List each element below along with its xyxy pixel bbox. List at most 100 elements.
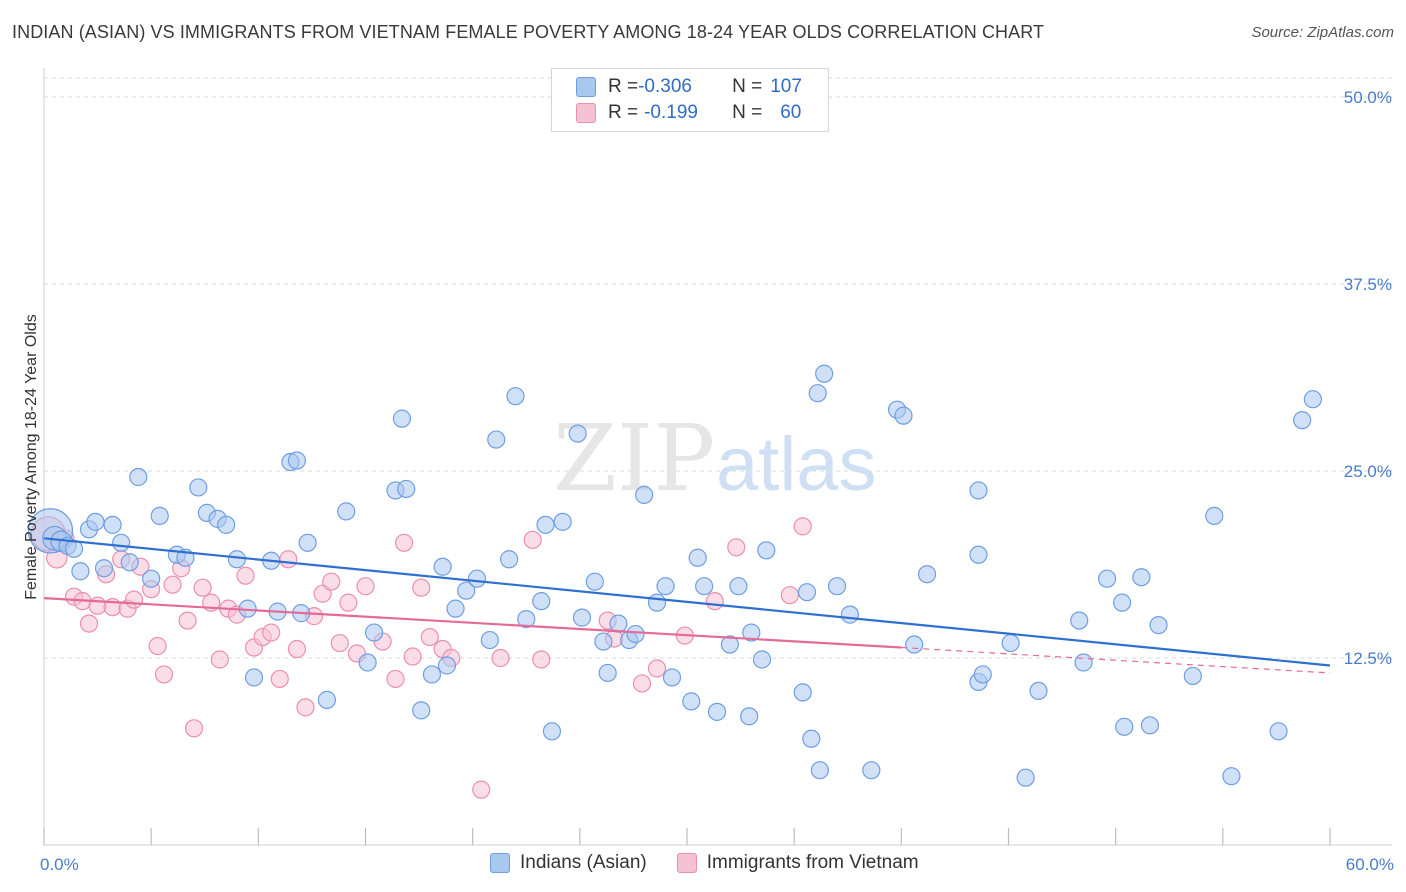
vietnam-trend-line: [43, 597, 902, 649]
indians-point: [217, 515, 236, 534]
legend-n-value: 60: [780, 102, 802, 123]
indians-point: [1222, 767, 1241, 786]
vietnam-point: [193, 578, 212, 597]
vietnam-point: [148, 636, 167, 656]
indians-point: [227, 550, 246, 569]
indians-point: [647, 593, 667, 612]
y-tick-label: 37.5%: [1344, 275, 1392, 294]
vietnam-point: [178, 611, 197, 630]
indians-point: [536, 515, 555, 534]
indians-point: [707, 702, 727, 721]
series-swatch-pink: [676, 853, 697, 873]
vietnam-point: [356, 577, 375, 596]
vietnam-trend-extension: [901, 646, 1331, 674]
indians-point: [1097, 569, 1117, 588]
vietnam-point: [330, 633, 349, 653]
indians-point: [682, 692, 701, 711]
legend-n-label: N =: [732, 102, 763, 123]
indians-point: [656, 577, 675, 596]
indians-point: [740, 707, 759, 726]
indians-point: [553, 512, 572, 531]
indians-point: [1269, 722, 1288, 741]
stats-legend: R = -0.306 N = 107 R = -0.199 N = 60: [551, 68, 829, 132]
watermark-atlas: atlas: [716, 422, 877, 507]
vietnam-point: [184, 719, 204, 738]
indians-point: [142, 569, 161, 588]
indians-point: [358, 653, 377, 672]
indians-point: [802, 729, 821, 748]
vietnam-point: [472, 780, 491, 799]
indians-point: [688, 548, 707, 567]
legend-r-value: -0.199: [644, 102, 698, 123]
indians-point: [969, 545, 988, 564]
indians-point: [129, 467, 148, 487]
series-legend: Indians (Asian) Immigrants from Vietnam: [490, 852, 949, 874]
indians-point: [626, 624, 645, 644]
indians-point: [862, 761, 881, 780]
watermark: ZIP atlas: [553, 405, 877, 512]
indians-trend-line: [43, 537, 1331, 667]
indians-point: [1132, 568, 1151, 587]
x-tick-label: 60.0%: [1346, 855, 1394, 874]
vietnam-point: [491, 648, 510, 668]
vietnam-point: [705, 592, 724, 611]
indians-point: [1205, 506, 1224, 525]
indians-point: [720, 635, 739, 654]
vietnam-point: [403, 647, 422, 666]
indians-point: [752, 650, 772, 669]
legend-r-label: R =: [608, 76, 639, 97]
y-tick-label: 25.0%: [1344, 462, 1392, 481]
legend-r-value: -0.306: [638, 76, 692, 97]
indians-point: [412, 701, 431, 720]
indians-point: [1016, 768, 1035, 787]
indians-point: [437, 656, 457, 675]
indians-point: [1183, 666, 1202, 686]
y-axis-label: Female Poverty Among 18-24 Year Olds: [23, 314, 40, 600]
indians-point: [337, 502, 356, 521]
indians-point: [1149, 615, 1168, 635]
indians-point: [150, 506, 169, 525]
indians-point: [695, 577, 714, 596]
indians-point: [1074, 653, 1093, 672]
indians-point: [120, 553, 139, 572]
indians-point: [542, 722, 562, 741]
indians-point: [840, 605, 859, 624]
indians-point: [917, 565, 937, 584]
indians-point: [905, 635, 924, 654]
indians-point: [594, 632, 613, 651]
vietnam-point: [420, 627, 439, 647]
indians-point: [1140, 716, 1160, 735]
indians-point: [287, 451, 307, 470]
indians-point: [894, 406, 913, 425]
vietnam-point: [270, 669, 289, 689]
vietnam-point: [88, 596, 107, 615]
series-legend-label: Immigrants from Vietnam: [706, 852, 919, 873]
vietnam-point: [647, 659, 667, 678]
indians-point: [609, 614, 628, 633]
indians-point: [298, 533, 317, 552]
legend-n-value: 107: [770, 76, 802, 97]
indians-point: [392, 409, 412, 428]
indians-point: [1293, 411, 1312, 430]
legend-n-label: N =: [732, 76, 763, 97]
vietnam-point: [210, 650, 229, 669]
y-tick-label: 12.5%: [1344, 649, 1392, 668]
series-legend-indians: Indians (Asian): [490, 852, 647, 874]
vietnam-point: [412, 578, 431, 597]
chart-title: INDIAN (ASIAN) VS IMMIGRANTS FROM VIETNA…: [12, 22, 1045, 42]
vietnam-point: [262, 623, 281, 642]
legend-swatch-pink: [576, 103, 596, 123]
vietnam-point: [296, 698, 315, 717]
indians-point: [94, 559, 114, 578]
x-tick-label: 0.0%: [40, 855, 79, 874]
legend-row-indians: R = -0.306 N = 107: [576, 75, 802, 99]
series-legend-label: Indians (Asian): [520, 852, 647, 873]
indians-point: [1001, 633, 1020, 653]
series-legend-vietnam: Immigrants from Vietnam: [676, 852, 919, 874]
indians-point: [112, 533, 131, 552]
indians-point: [457, 581, 476, 600]
indians-point: [103, 515, 122, 534]
indians-point: [446, 599, 465, 618]
indians-point: [364, 623, 384, 642]
indians-point: [797, 583, 817, 602]
